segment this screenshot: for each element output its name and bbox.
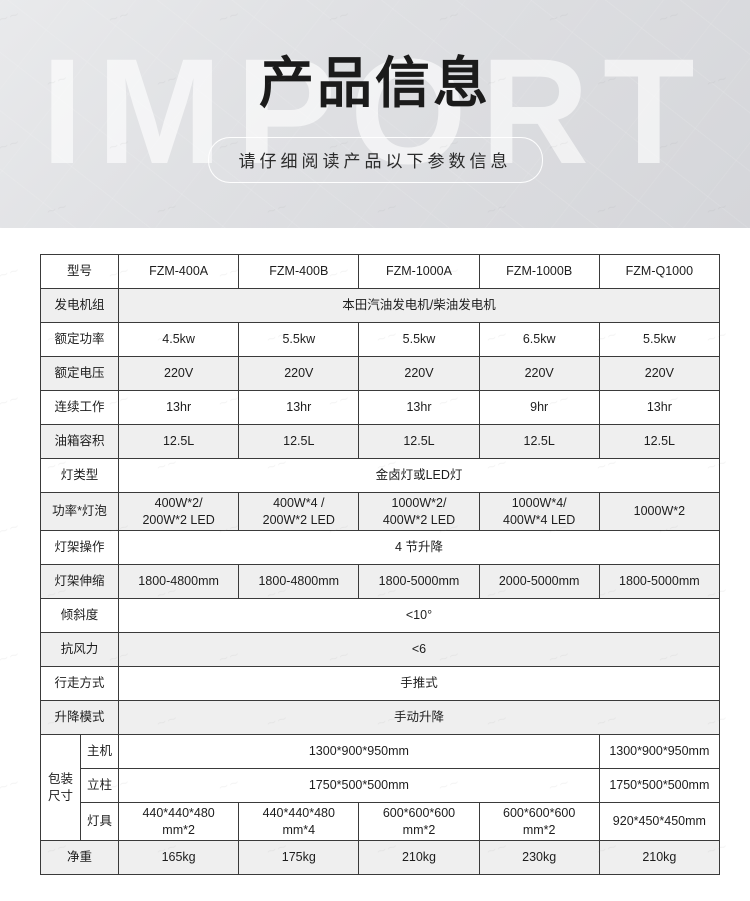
row-label: 抗风力 [39, 632, 120, 667]
table-row: 灯类型 金卤灯或LED灯 [39, 458, 720, 493]
page-banner: IMPORT 产品信息 请仔细阅读产品以下参数信息 [0, 0, 750, 228]
row-value-1: 220V [118, 356, 240, 391]
row-label: 额定功率 [39, 322, 120, 357]
row-value-4: 2000-5000mm [478, 564, 600, 599]
row-value-4: 9hr [478, 390, 600, 425]
page-title: 产品信息 [258, 50, 491, 115]
table-row: 抗风力 <6 [39, 632, 720, 667]
row-value-2: 400W*4 /200W*2 LED [238, 492, 360, 531]
spec-table-wrapper: 型号 FZM-400A FZM-400B FZM-1000A FZM-1000B FZM-… [0, 228, 750, 875]
row-value-2: 12.5L [238, 424, 360, 459]
row-label: 灯类型 [39, 458, 120, 493]
banner-subtitle-pill: 请仔细阅读产品以下参数信息 [207, 137, 543, 184]
row-label: 额定电压 [39, 356, 120, 391]
row-value-merged: 本田汽油发电机/柴油发电机 [118, 288, 720, 323]
row-value-2: 5.5kw [238, 322, 360, 357]
packaging-value-3: 600*600*600 mm*2 [358, 802, 480, 841]
table-row: 灯架伸缩 1800-4800mm 1800-4800mm 1800-5000mm 200… [39, 564, 720, 599]
packaging-value-5: 1300*900*950mm [598, 734, 720, 769]
table-row: 倾斜度 <10° [39, 598, 720, 633]
packaging-value-merged: 1750*500*500mm [118, 768, 600, 803]
row-value-4: 12.5L [478, 424, 600, 459]
row-value-1: 12.5L [118, 424, 240, 459]
table-row: 升降模式 手动升降 [39, 700, 720, 735]
packaging-value-5: 1750*500*500mm [598, 768, 720, 803]
table-row: 灯架操作 4 节升降 [39, 530, 720, 565]
table-row-packaging: 灯具 440*440*480 mm*2 440*440*480 mm*4 600*600*… [41, 802, 720, 841]
row-label: 灯架伸缩 [39, 564, 120, 599]
table-row: 行走方式 手推式 [39, 666, 720, 701]
row-value-3: 220V [358, 356, 480, 391]
model-header-5: FZM-Q1000 [598, 254, 720, 289]
net-weight-value-3: 210kg [358, 840, 480, 875]
row-value-1: 13hr [118, 390, 240, 425]
table-row: 额定功率 4.5kw 5.5kw 5.5kw 6.5kw 5.5kw [39, 322, 720, 357]
row-value-3: 13hr [358, 390, 480, 425]
row-value-3: 5.5kw [358, 322, 480, 357]
row-value-merged: <6 [118, 632, 720, 667]
packaging-value-5: 920*450*450mm [598, 802, 720, 841]
product-spec-table: 型号 FZM-400A FZM-400B FZM-1000A FZM-1000B FZM-… [39, 254, 720, 875]
packaging-value-1: 440*440*480 mm*2 [118, 802, 240, 841]
table-row-packaging: 立柱 1750*500*500mm 1750*500*500mm [41, 768, 720, 803]
row-label-net-weight: 净重 [39, 840, 120, 875]
row-value-5: 12.5L [598, 424, 720, 459]
row-label-packaging: 包装 尺寸 [40, 734, 81, 841]
row-value-3: 12.5L [358, 424, 480, 459]
row-value-merged: 手动升降 [118, 700, 720, 735]
packaging-value-4: 600*600*600 mm*2 [478, 802, 600, 841]
table-row: 功率*灯泡 400W*2/200W*2 LED 400W*4 /200W*2 LED… [39, 492, 720, 531]
model-header-4: FZM-1000B [478, 254, 600, 289]
row-value-1: 1800-4800mm [118, 564, 240, 599]
model-header-2: FZM-400B [238, 254, 360, 289]
packaging-sub-label: 主机 [79, 734, 120, 769]
table-row-model: 型号 FZM-400A FZM-400B FZM-1000A FZM-1000B FZM-… [39, 254, 720, 289]
net-weight-value-5: 210kg [598, 840, 720, 875]
row-label: 倾斜度 [39, 598, 120, 633]
net-weight-value-1: 165kg [118, 840, 240, 875]
row-value-5: 5.5kw [598, 322, 720, 357]
row-label-model: 型号 [39, 254, 120, 289]
import-watermark-text: IMPORT [41, 27, 709, 195]
model-header-3: FZM-1000A [358, 254, 480, 289]
row-value-3: 1800-5000mm [358, 564, 480, 599]
row-value-2: 1800-4800mm [238, 564, 360, 599]
row-value-5: 13hr [598, 390, 720, 425]
row-value-merged: 手推式 [118, 666, 720, 701]
packaging-sub-label: 立柱 [79, 768, 120, 803]
packaging-value-merged: 1300*900*950mm [118, 734, 600, 769]
row-value-merged: 4 节升降 [118, 530, 720, 565]
net-weight-value-4: 230kg [478, 840, 600, 875]
row-value-5: 1000W*2 [598, 492, 720, 531]
table-row-net-weight: 净重 165kg 175kg 210kg 230kg 210kg [39, 840, 720, 875]
row-label: 行走方式 [39, 666, 120, 701]
model-header-1: FZM-400A [118, 254, 240, 289]
row-value-4: 220V [478, 356, 600, 391]
net-weight-value-2: 175kg [238, 840, 360, 875]
table-row-packaging: 包装 尺寸 主机 1300*900*950mm 1300*900*950mm [40, 734, 720, 841]
row-value-1: 400W*2/200W*2 LED [118, 492, 240, 531]
table-row: 发电机组 本田汽油发电机/柴油发电机 [39, 288, 720, 323]
row-label: 灯架操作 [39, 530, 120, 565]
packaging-value-2: 440*440*480 mm*4 [238, 802, 360, 841]
row-value-3: 1000W*2/400W*2 LED [358, 492, 480, 531]
row-value-5: 220V [598, 356, 720, 391]
row-label: 发电机组 [39, 288, 120, 323]
row-value-1: 4.5kw [118, 322, 240, 357]
row-value-4: 6.5kw [478, 322, 600, 357]
row-label: 功率*灯泡 [39, 492, 120, 531]
row-value-5: 1800-5000mm [598, 564, 720, 599]
row-value-merged: <10° [118, 598, 720, 633]
table-row: 连续工作 13hr 13hr 13hr 9hr 13hr [39, 390, 720, 425]
row-value-2: 220V [238, 356, 360, 391]
packaging-sub-label: 灯具 [79, 802, 120, 841]
table-row: 额定电压 220V 220V 220V 220V 220V [39, 356, 720, 391]
row-value-2: 13hr [238, 390, 360, 425]
row-label: 升降模式 [39, 700, 120, 735]
table-row: 油箱容积 12.5L 12.5L 12.5L 12.5L 12.5L [39, 424, 720, 459]
row-value-4: 1000W*4/400W*4 LED [478, 492, 600, 531]
row-label: 油箱容积 [39, 424, 120, 459]
row-label: 连续工作 [39, 390, 120, 425]
row-value-merged: 金卤灯或LED灯 [118, 458, 720, 493]
